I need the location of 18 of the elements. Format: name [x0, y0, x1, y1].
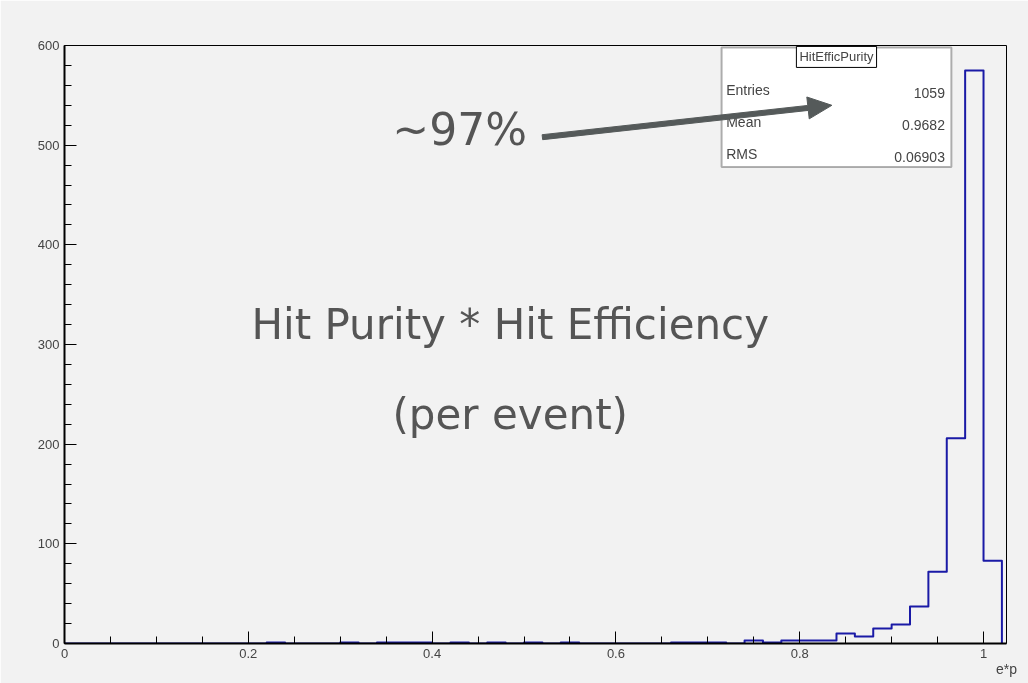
y-tick-label: 200	[37, 436, 60, 452]
x-tick-label: 1	[979, 645, 988, 661]
y-tick-label: 300	[37, 337, 60, 352]
annotation: HitEfficPurity	[799, 49, 875, 65]
x-axis-title: e*p	[995, 660, 1018, 677]
annotation: ~97%	[392, 104, 528, 156]
y-tick-label: 100	[37, 536, 60, 552]
annotation: Hit Purity * Hit Efficiency	[251, 300, 770, 350]
x-tick-label: 0.6	[606, 645, 625, 661]
x-tick-label: 0.4	[423, 645, 442, 661]
x-tick-label: 0.2	[239, 645, 258, 661]
text: Entries 1059	[726, 82, 945, 102]
y-tick-label: 500	[37, 137, 60, 153]
text: RMS 0.06903	[726, 146, 945, 166]
y-tick-label: 400	[37, 237, 60, 253]
annotation: (per event)	[392, 390, 628, 440]
x-tick-label: 0.8	[790, 645, 809, 661]
y-tick-label: 600	[37, 38, 60, 53]
